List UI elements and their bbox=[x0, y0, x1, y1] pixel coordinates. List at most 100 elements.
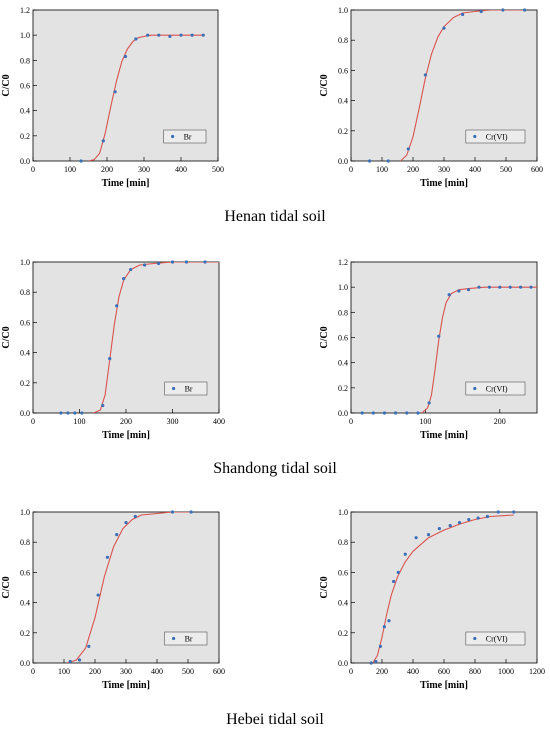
x-axis-label: Time [min] bbox=[102, 178, 150, 189]
data-point bbox=[479, 9, 483, 14]
y-tick-label: 0.0 bbox=[20, 157, 30, 166]
x-tick-label: 300 bbox=[120, 667, 132, 676]
y-tick-label: 0.4 bbox=[20, 599, 30, 608]
data-point bbox=[368, 159, 372, 163]
y-tick-label: 0.4 bbox=[338, 359, 348, 368]
data-point bbox=[467, 517, 471, 522]
y-tick-label: 0.0 bbox=[338, 409, 348, 418]
data-point bbox=[496, 510, 500, 514]
y-tick-label: 0.2 bbox=[20, 132, 30, 141]
x-axis-label: Time [min] bbox=[102, 680, 150, 691]
legend-box bbox=[465, 381, 526, 396]
x-tick-label: 400 bbox=[469, 165, 481, 174]
data-point bbox=[123, 54, 128, 59]
data-point bbox=[133, 514, 137, 519]
x-tick-label: 0 bbox=[349, 165, 353, 174]
data-point bbox=[447, 293, 451, 297]
data-point bbox=[168, 34, 172, 39]
y-tick-label: 0.6 bbox=[20, 82, 30, 91]
data-point bbox=[406, 147, 410, 151]
x-axis-label: Time [min] bbox=[420, 178, 468, 189]
y-tick-label: 0.2 bbox=[20, 379, 30, 388]
y-tick-label: 1.0 bbox=[20, 508, 30, 517]
fit-curve bbox=[88, 34, 204, 161]
data-point bbox=[134, 37, 138, 41]
x-tick-label: 400 bbox=[213, 417, 225, 426]
x-tick-label: 1200 bbox=[529, 667, 545, 676]
legend-label: Br bbox=[185, 635, 193, 644]
data-point bbox=[426, 533, 431, 537]
legend-label: Br bbox=[185, 385, 193, 394]
x-tick-label: 500 bbox=[500, 165, 512, 174]
chart-6: 0.0 0.2 0.4 0.6 0.8 1.0 0 200 400 600 800 1000 1200 T… bbox=[319, 508, 545, 691]
legend-label: Cr(VI) bbox=[486, 133, 508, 142]
data-point bbox=[485, 514, 489, 519]
data-point bbox=[101, 139, 105, 143]
y-tick-label: 0.8 bbox=[338, 538, 348, 547]
data-point bbox=[87, 644, 91, 648]
data-point bbox=[457, 289, 461, 293]
x-tick-label: 100 bbox=[58, 667, 70, 676]
data-point bbox=[77, 658, 82, 662]
y-axis-label: C/C0 bbox=[1, 74, 12, 96]
data-point bbox=[448, 523, 452, 528]
y-tick-label: 0.2 bbox=[338, 629, 348, 638]
caption-hebei: Hebei tidal soil bbox=[226, 711, 324, 728]
y-tick-label: 0.0 bbox=[20, 409, 30, 418]
legend-label: Br bbox=[184, 133, 192, 142]
x-axis-label: Time [min] bbox=[420, 430, 468, 441]
data-point bbox=[396, 570, 400, 575]
fit-curve bbox=[66, 512, 192, 663]
legend-label: Cr(VI) bbox=[486, 635, 508, 644]
x-tick-label: 300 bbox=[138, 165, 150, 174]
data-point bbox=[374, 659, 378, 664]
x-tick-label: 400 bbox=[151, 667, 163, 676]
data-point bbox=[156, 261, 161, 266]
x-tick-label: 200 bbox=[494, 417, 506, 426]
y-tick-label: 0.0 bbox=[338, 157, 348, 166]
data-point bbox=[113, 90, 117, 94]
x-tick-label: 300 bbox=[438, 165, 450, 174]
x-tick-label: 200 bbox=[120, 417, 132, 426]
chart-2: 0.0 0.2 0.4 0.6 0.8 1.0 0 100 200 300 400 500 600 Tim… bbox=[319, 6, 543, 189]
y-tick-label: 0.2 bbox=[338, 127, 348, 136]
x-tick-label: 200 bbox=[407, 165, 419, 174]
data-point bbox=[96, 593, 100, 597]
legend-box bbox=[465, 129, 526, 144]
data-point bbox=[79, 159, 83, 163]
x-tick-label: 0 bbox=[31, 667, 35, 676]
x-tick-label: 600 bbox=[213, 667, 225, 676]
y-tick-label: 1.2 bbox=[338, 258, 348, 267]
data-point bbox=[101, 403, 105, 408]
data-point bbox=[184, 260, 189, 264]
y-axis-label: C/C0 bbox=[1, 326, 12, 348]
data-point bbox=[115, 533, 119, 537]
x-tick-label: 1000 bbox=[498, 667, 514, 676]
data-point bbox=[523, 8, 527, 12]
y-tick-label: 0.6 bbox=[338, 334, 348, 343]
data-point bbox=[427, 401, 431, 405]
data-point bbox=[190, 33, 194, 37]
data-point bbox=[437, 334, 441, 338]
data-point bbox=[403, 552, 407, 556]
x-tick-label: 0 bbox=[349, 417, 353, 426]
data-point bbox=[80, 411, 84, 415]
data-point bbox=[170, 260, 175, 264]
y-axis-label: C/C0 bbox=[1, 576, 12, 598]
data-point bbox=[201, 33, 205, 37]
data-point bbox=[442, 26, 446, 30]
y-tick-label: 1.0 bbox=[338, 508, 348, 517]
x-tick-label: 0 bbox=[31, 417, 35, 426]
y-tick-label: 1.2 bbox=[20, 6, 30, 15]
legend-label: Cr(VI) bbox=[486, 385, 508, 394]
y-tick-label: 0.4 bbox=[338, 599, 348, 608]
legend-box bbox=[164, 381, 208, 396]
data-point bbox=[392, 579, 396, 584]
data-point bbox=[423, 73, 427, 77]
data-point bbox=[360, 411, 364, 415]
data-point bbox=[146, 33, 150, 37]
y-tick-label: 1.0 bbox=[338, 283, 348, 292]
legend-marker bbox=[473, 636, 477, 641]
legend-box bbox=[163, 129, 207, 144]
